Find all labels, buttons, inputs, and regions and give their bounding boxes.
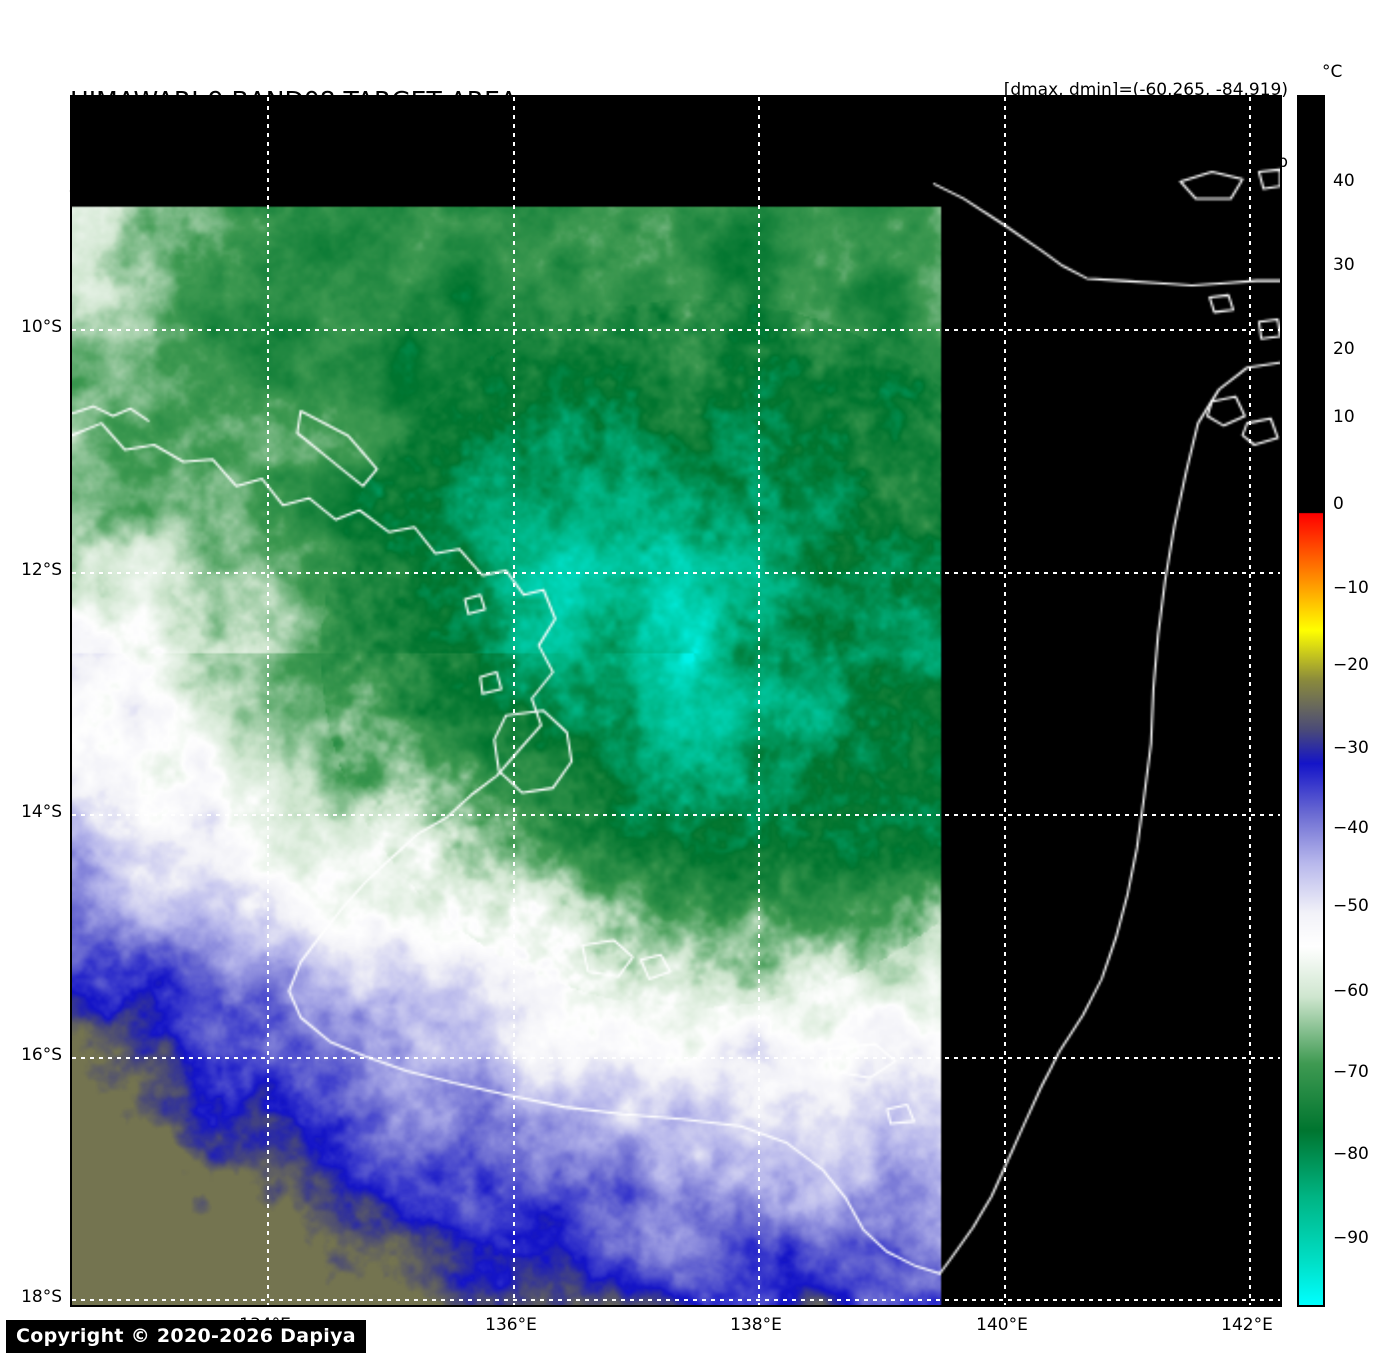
- latitude-tick-label: 18°S: [21, 1287, 62, 1307]
- colorbar-tick-label: −90: [1333, 1228, 1369, 1248]
- colorbar-tick-label: 10: [1333, 407, 1355, 427]
- infrared-brightness-temperature-raster: [72, 97, 1280, 1305]
- colorbar-tick-label: −50: [1333, 896, 1369, 916]
- colorbar-tick-label: −40: [1333, 818, 1369, 838]
- latitude-tick-label: 16°S: [21, 1045, 62, 1065]
- temperature-colorbar[interactable]: [1297, 95, 1325, 1307]
- satellite-image-panel[interactable]: [70, 95, 1282, 1307]
- colorbar-tick-label: −30: [1333, 738, 1369, 758]
- colorbar-tick-label: −20: [1333, 655, 1369, 675]
- colorbar-tick-label: 20: [1333, 339, 1355, 359]
- longitude-tick-label: 142°E: [1221, 1315, 1273, 1335]
- latitude-tick-label: 10°S: [21, 317, 62, 337]
- colorbar-tick-label: −80: [1333, 1144, 1369, 1164]
- colorbar-unit-label: °C: [1322, 62, 1343, 82]
- colorbar-tick-label: 40: [1333, 171, 1355, 191]
- longitude-tick-label: 136°E: [485, 1315, 537, 1335]
- colorbar-tick-label: 30: [1333, 255, 1355, 275]
- colorbar-tick-label: −70: [1333, 1062, 1369, 1082]
- colorbar-tick-label: −60: [1333, 981, 1369, 1001]
- colorbar-tick-label: 0: [1333, 494, 1344, 514]
- latitude-tick-label: 12°S: [21, 560, 62, 580]
- colorbar-tick-label: −10: [1333, 578, 1369, 598]
- longitude-tick-label: 138°E: [730, 1315, 782, 1335]
- colorbar-gradient: [1299, 97, 1323, 1305]
- copyright-banner: Copyright © 2020-2026 Dapiya: [6, 1320, 366, 1353]
- latitude-tick-label: 14°S: [21, 802, 62, 822]
- longitude-tick-label: 140°E: [976, 1315, 1028, 1335]
